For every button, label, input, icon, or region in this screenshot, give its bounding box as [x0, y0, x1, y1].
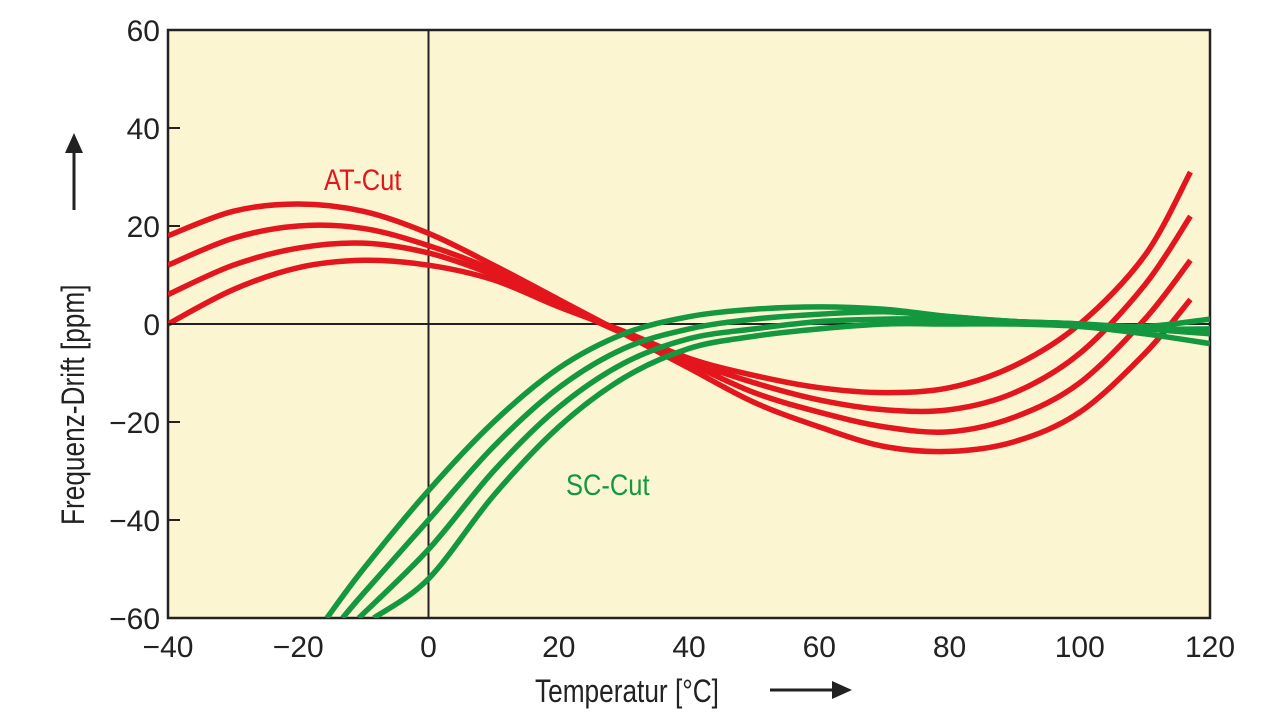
- x-tick-label: −40: [143, 631, 194, 664]
- x-tick-label: −20: [273, 631, 324, 664]
- y-tick-labels: −60 −40 −20 0 20 40 60: [109, 15, 180, 636]
- y-axis-label: Frequenz-Drift [ppm]: [57, 284, 92, 525]
- y-tick-label: 60: [127, 15, 160, 48]
- curves: [168, 170, 1210, 618]
- x-tick-label: 0: [420, 631, 437, 664]
- x-tick-label: 20: [542, 631, 575, 664]
- series-line-sc-cut-4: [372, 320, 1210, 618]
- series-line-at-cut-4: [168, 170, 1193, 396]
- x-tick-label: 100: [1055, 631, 1105, 664]
- x-axis-arrow-icon: [770, 681, 852, 699]
- x-tick-label: 120: [1185, 631, 1235, 664]
- annotation-at-cut: AT-Cut: [324, 163, 402, 196]
- y-tick-label: −40: [109, 505, 160, 538]
- x-tick-label: 60: [803, 631, 836, 664]
- x-axis-label: Temperatur [°C]: [535, 675, 719, 710]
- x-tick-label: 40: [672, 631, 705, 664]
- y-tick-label: 40: [127, 113, 160, 146]
- annotation-sc-cut: SC-Cut: [566, 468, 650, 501]
- y-axis-arrow-icon: [65, 133, 83, 210]
- x-tick-labels: −40 −20 0 20 40 60 80 100 120: [143, 631, 1235, 664]
- y-tick-label: −60: [109, 603, 160, 636]
- y-tick-label: −20: [109, 407, 160, 440]
- y-tick-label: 20: [127, 211, 160, 244]
- y-tick-label: 0: [143, 309, 160, 342]
- x-tick-label: 80: [933, 631, 966, 664]
- series-line-at-cut-1: [168, 201, 1193, 455]
